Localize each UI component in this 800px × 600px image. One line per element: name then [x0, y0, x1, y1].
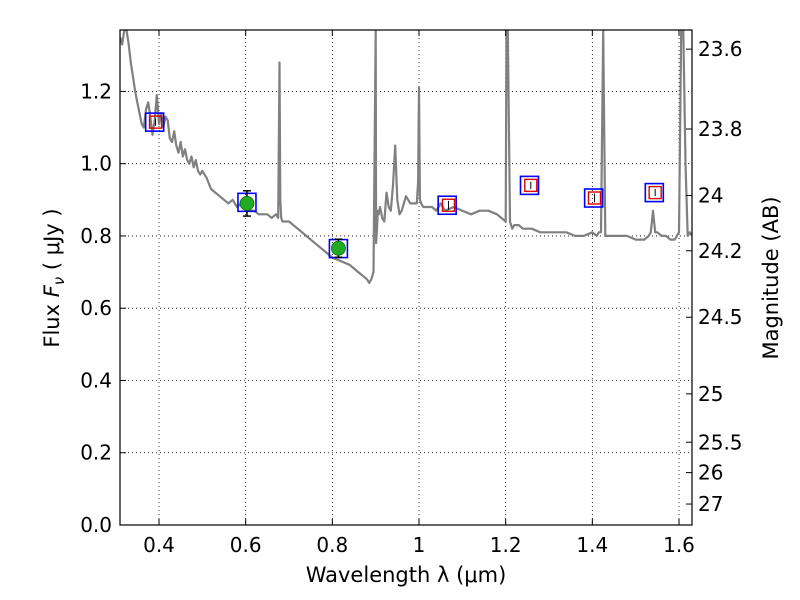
y2-tick-label: 24 [698, 183, 723, 207]
model-photometry-square [519, 175, 540, 196]
upper-limit-square [441, 198, 456, 212]
y2-tick-label: 27 [698, 492, 723, 516]
y-axis-label-symbol: F [40, 284, 64, 297]
y-tick-label: 0.2 [80, 441, 112, 465]
model-spectrum-line [120, 30, 692, 284]
plot-content [120, 30, 692, 284]
y-tick-label: 0.6 [80, 296, 112, 320]
y2-tick-label: 25 [698, 382, 723, 406]
model-photometry-square [583, 188, 604, 208]
y-axis-label-unit: ( μJy ) [40, 208, 64, 276]
y-axis-label: Flux Fν ( μJy ) [40, 208, 68, 347]
upper-limit-square [524, 178, 538, 193]
y2-tick-label: 25.5 [698, 430, 743, 454]
observed-photometry-point [239, 196, 255, 211]
plot-frame [119, 29, 693, 526]
y-tick-label: 0.8 [80, 224, 112, 248]
upper-limit-square [148, 115, 163, 129]
y-tick-label: 1.0 [80, 152, 112, 176]
x-tick-label: 1.2 [490, 533, 522, 557]
y-tick-label: 0.4 [80, 368, 112, 392]
y-axis-label-prefix: Flux [40, 297, 64, 347]
upper-limit-square [648, 185, 662, 200]
model-photometry-square [144, 112, 165, 132]
axis-ticks: 0.4 0.6 0.8 1 1.2 1.4 1.6 0.0 0.2 0.4 0.6 0.8 1.0 1.2… [80, 30, 743, 557]
y2-tick-label: 24.5 [698, 305, 743, 329]
x-axis-label: Wavelength λ (μm) [306, 563, 507, 587]
plot-area-background [120, 30, 692, 525]
x-tick-label: 0.4 [143, 533, 175, 557]
y2-tick-label: 23.6 [698, 37, 743, 61]
y2-tick-label: 23.8 [698, 117, 743, 141]
y2-axis-label: Magnitude (AB) [759, 196, 783, 359]
observed-photometry-point [330, 240, 346, 256]
upper-limit-square [587, 191, 602, 205]
x-tick-label: 1.6 [663, 533, 695, 557]
y-tick-label: 1.2 [80, 79, 112, 103]
y2-tick-label: 24.2 [698, 239, 743, 263]
model-photometry-square [644, 182, 665, 203]
x-tick-label: 1 [413, 533, 426, 557]
x-tick-label: 0.6 [230, 533, 262, 557]
x-tick-label: 1.4 [576, 533, 608, 557]
y-axis-label-subscript: ν [50, 277, 68, 285]
x-tick-label: 0.8 [316, 533, 348, 557]
y2-tick-label: 26 [698, 461, 723, 485]
y-tick-label: 0.0 [80, 513, 112, 537]
model-photometry-square [437, 195, 457, 216]
